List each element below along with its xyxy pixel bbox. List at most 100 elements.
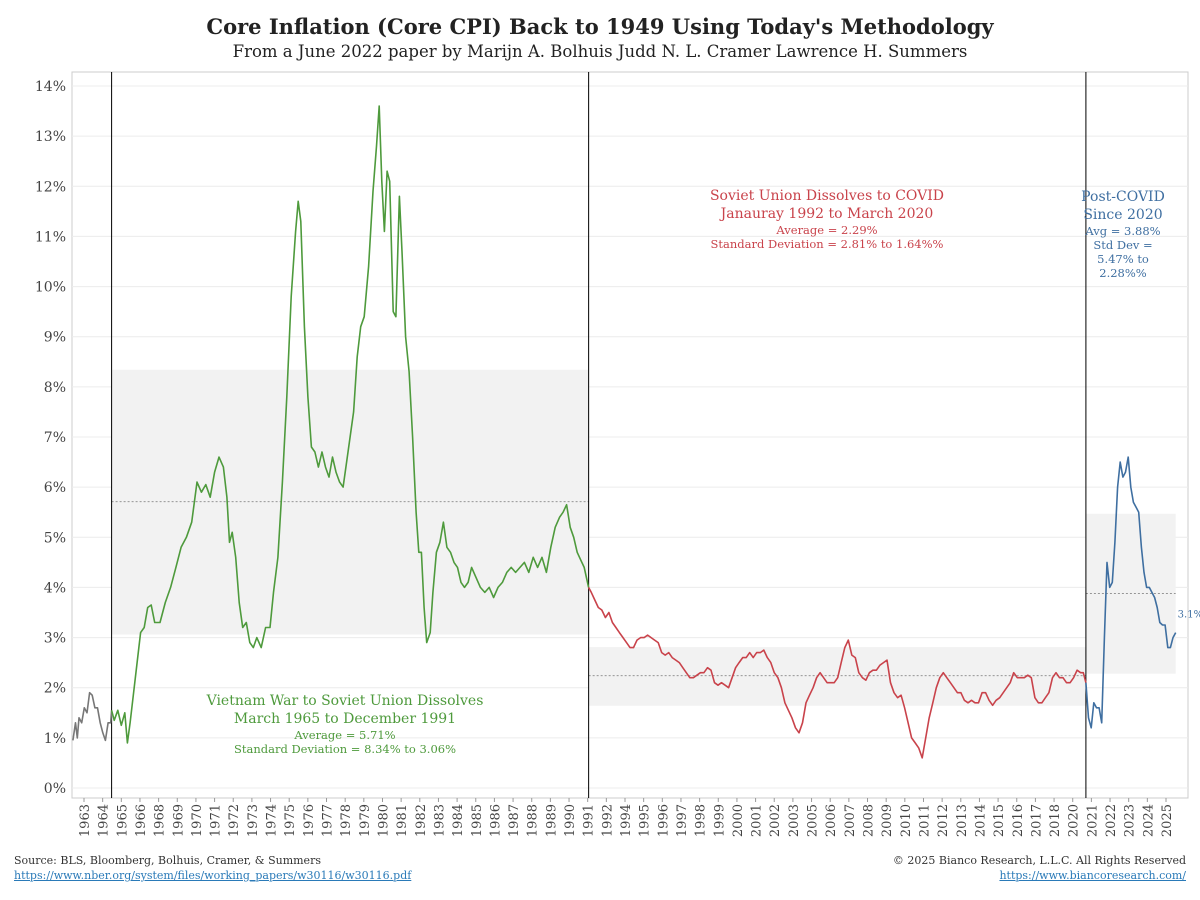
x-tick-label: 1968 [153, 804, 168, 837]
x-tick-label: 2012 [936, 804, 951, 837]
x-tick-label: 2023 [1123, 804, 1138, 837]
y-tick-label: 11% [35, 229, 66, 245]
source-link[interactable]: https://www.nber.org/system/files/workin… [14, 869, 412, 882]
x-tick-label: 2008 [862, 804, 877, 837]
x-tick-label: 1973 [246, 804, 261, 837]
annotation-stat-covid: 2.28%% [1099, 266, 1147, 280]
x-tick-label: 2005 [806, 804, 821, 837]
annotation-stat-covid: Std Dev = [1093, 238, 1152, 252]
x-tick-label: 1966 [134, 804, 149, 837]
y-tick-label: 8% [44, 380, 66, 396]
annotation-stat-vietnam: Average = 5.71% [293, 728, 395, 742]
x-tick-label: 2010 [899, 804, 914, 837]
x-tick-label: 1988 [526, 804, 541, 837]
y-tick-label: 4% [44, 580, 66, 596]
series-line-vietnam [110, 105, 590, 744]
annotation-stat-covid: Avg = 3.88% [1084, 224, 1160, 238]
x-tick-label: 2025 [1160, 804, 1175, 837]
annotation-title-soviet: Soviet Union Dissolves to COVID [710, 188, 944, 204]
y-tick-label: 3% [44, 631, 66, 647]
series-line-covid [1085, 456, 1177, 729]
x-tick-label: 2020 [1067, 804, 1082, 837]
x-tick-label: 1995 [638, 804, 653, 837]
annotation-stat-covid: 5.47% to [1097, 252, 1149, 266]
std-dev-band-vietnam [111, 369, 589, 635]
footer-copyright: © 2025 Bianco Research, L.L.C. All Right… [893, 853, 1186, 883]
annotation-title-soviet: Janauray 1992 to March 2020 [719, 206, 934, 222]
x-tick-label: 2006 [824, 804, 839, 837]
chart-subtitle: From a June 2022 paper by Marijn A. Bolh… [232, 42, 968, 61]
x-tick-label: 2009 [880, 804, 895, 837]
x-tick-label: 1965 [115, 804, 130, 837]
x-tick-label: 1994 [619, 804, 634, 837]
x-tick-label: 1999 [712, 804, 727, 837]
x-tick-label: 1977 [321, 804, 336, 837]
x-tick-label: 2018 [1048, 804, 1063, 837]
x-tick-label: 2024 [1141, 804, 1156, 837]
y-tick-label: 9% [44, 330, 66, 346]
x-tick-label: 2003 [787, 804, 802, 837]
x-tick-label: 1989 [544, 804, 559, 837]
x-tick-label: 1979 [358, 804, 373, 837]
annotation-stat-vietnam: Standard Deviation = 8.34% to 3.06% [234, 742, 456, 756]
annotation-stat-soviet: Standard Deviation = 2.81% to 1.64%% [711, 237, 944, 251]
annotation-title-covid: Post-COVID [1081, 189, 1165, 205]
x-tick-label: 1985 [470, 804, 485, 837]
x-tick-label: 2022 [1104, 804, 1119, 837]
source-text: Source: BLS, Bloomberg, Bolhuis, Cramer,… [14, 854, 321, 867]
x-tick-label: 1983 [432, 804, 447, 837]
y-tick-label: 2% [44, 681, 66, 697]
x-tick-label: 1978 [339, 804, 354, 837]
x-tick-label: 1998 [694, 804, 709, 837]
series-line-soviet [587, 587, 1087, 759]
annotation-title-covid: Since 2020 [1083, 207, 1162, 223]
copyright-text: © 2025 Bianco Research, L.L.C. All Right… [892, 854, 1186, 867]
site-link[interactable]: https://www.biancoresearch.com/ [999, 869, 1186, 882]
chart-title: Core Inflation (Core CPI) Back to 1949 U… [206, 14, 994, 39]
x-tick-label: 1980 [376, 804, 391, 837]
annotation-stat-soviet: Average = 2.29% [775, 223, 877, 237]
x-tick-label: 1970 [190, 804, 205, 837]
x-tick-label: 2017 [1029, 804, 1044, 837]
y-tick-label: 6% [44, 480, 66, 496]
x-tick-label: 2011 [917, 804, 932, 837]
x-tick-label: 1975 [283, 804, 298, 837]
x-tick-label: 2015 [992, 804, 1007, 837]
y-tick-label: 1% [44, 731, 66, 747]
x-tick-label: 1986 [488, 804, 503, 837]
x-tick-label: 1982 [414, 804, 429, 837]
last-value-label: 3.1% [1178, 610, 1200, 621]
y-tick-label: 10% [35, 280, 66, 296]
x-tick-label: 1974 [265, 804, 280, 837]
annotation-title-vietnam: Vietnam War to Soviet Union Dissolves [206, 693, 484, 709]
annotation-title-vietnam: March 1965 to December 1991 [234, 711, 456, 727]
footer-source: Source: BLS, Bloomberg, Bolhuis, Cramer,… [14, 853, 411, 883]
series-line-pre [72, 691, 113, 742]
y-tick-label: 12% [35, 179, 66, 195]
x-tick-label: 1969 [171, 804, 186, 837]
y-tick-label: 7% [44, 430, 66, 446]
x-tick-label: 2014 [973, 804, 988, 837]
x-tick-label: 1996 [656, 804, 671, 837]
x-tick-label: 1984 [451, 804, 466, 837]
x-tick-label: 2021 [1085, 804, 1100, 837]
x-tick-label: 2002 [768, 804, 783, 837]
x-tick-label: 1997 [675, 804, 690, 837]
y-tick-label: 13% [35, 129, 66, 145]
x-tick-label: 1964 [97, 804, 112, 837]
y-tick-label: 0% [44, 781, 66, 797]
x-tick-label: 1981 [395, 804, 410, 837]
x-tick-label: 1992 [600, 804, 615, 837]
x-tick-label: 2007 [843, 804, 858, 837]
x-tick-label: 1963 [78, 804, 93, 837]
x-tick-label: 2001 [750, 804, 765, 837]
y-tick-label: 14% [35, 79, 66, 95]
x-tick-label: 2000 [731, 804, 746, 837]
x-tick-label: 1972 [227, 804, 242, 837]
x-tick-label: 2016 [1011, 804, 1026, 837]
x-tick-label: 1987 [507, 804, 522, 837]
y-tick-label: 5% [44, 530, 66, 546]
x-tick-label: 2013 [955, 804, 970, 837]
